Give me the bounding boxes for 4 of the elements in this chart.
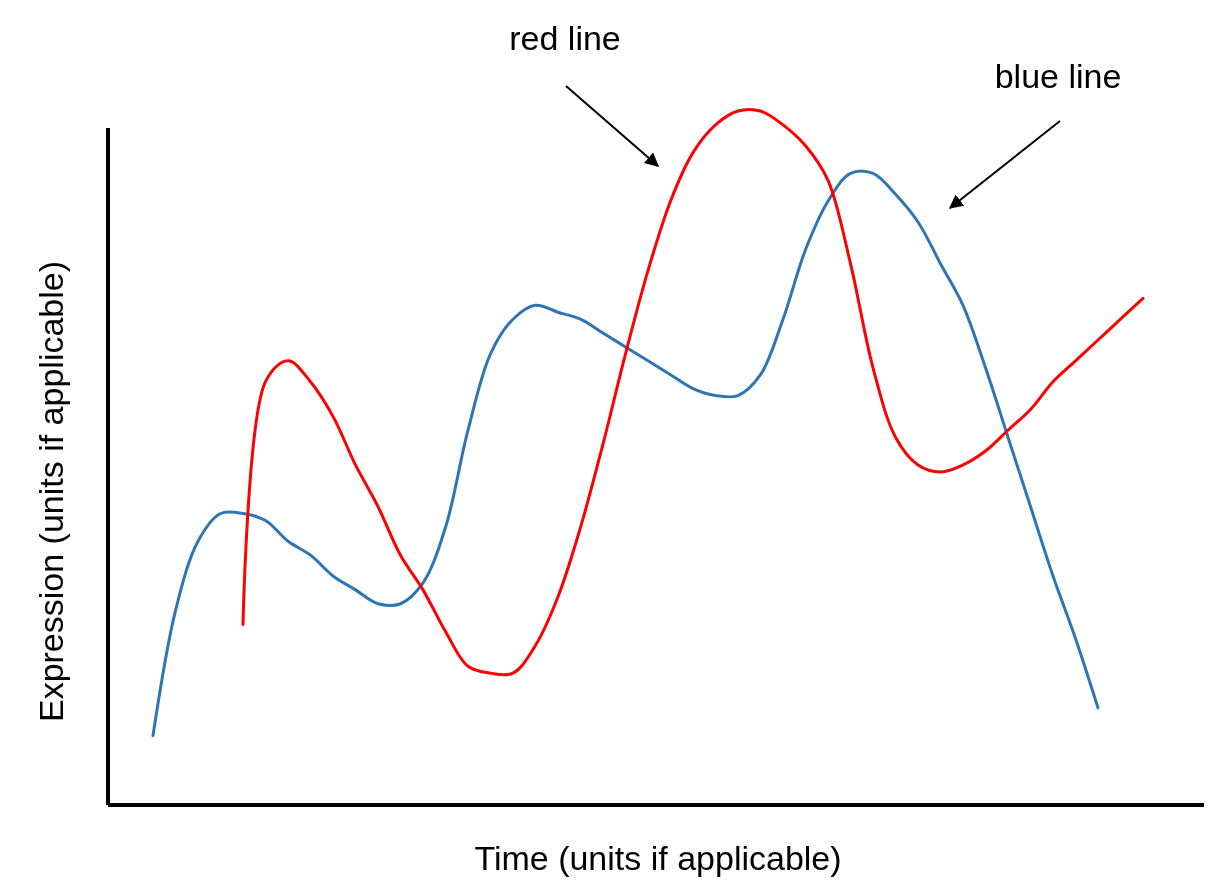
text: blue line	[994, 57, 1122, 95]
x-axis-title: Time (units if applicable)	[474, 839, 842, 877]
text: red line	[509, 19, 621, 57]
y-axis-title: Expression (units if applicable)	[32, 260, 70, 723]
